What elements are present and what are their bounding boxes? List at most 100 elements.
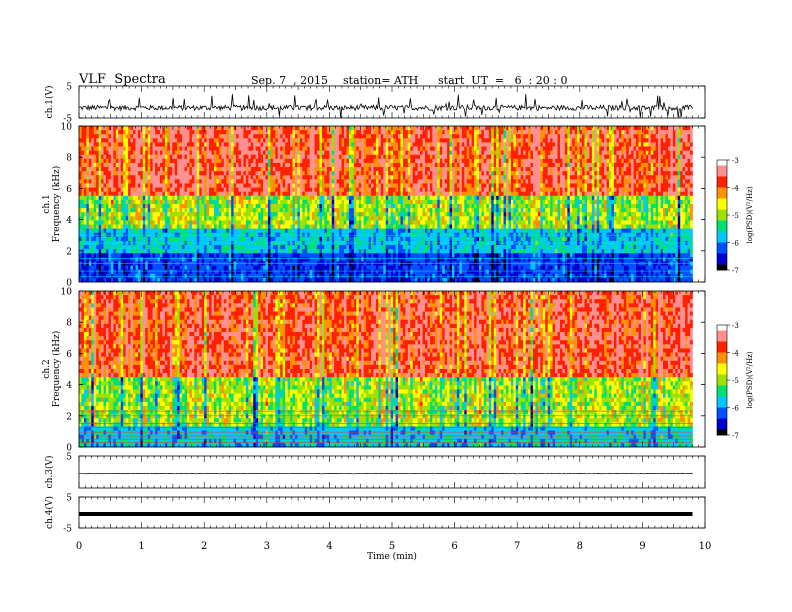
spectrogram-cell <box>591 162 595 168</box>
spectrogram-cell <box>302 126 306 131</box>
spectrogram-cell <box>201 154 205 160</box>
spectrogram-cell <box>353 154 357 160</box>
spectrogram-cell <box>145 167 149 172</box>
spectrogram-cell <box>449 183 453 188</box>
spectrogram-cell <box>83 134 87 139</box>
spectrogram-cell <box>260 191 264 197</box>
spectrogram-cell <box>115 171 119 176</box>
spectrogram-cell <box>196 138 200 143</box>
spectrogram-cell <box>559 130 563 135</box>
spectrogram-cell <box>135 199 139 205</box>
spectrogram-cell <box>628 150 632 156</box>
spectrogram-cell <box>402 175 406 180</box>
spectrogram-cell <box>579 162 583 168</box>
spectrogram-cell <box>272 142 276 147</box>
spectrogram-cell <box>464 130 468 135</box>
spectrogram-cell <box>380 150 384 156</box>
spectrogram-cell <box>373 130 377 135</box>
spectrogram-cell <box>665 171 669 176</box>
spectrogram-cell <box>532 146 536 151</box>
spectrogram-cell <box>191 134 195 139</box>
spectrogram-cell <box>437 162 441 168</box>
spectrogram-cell <box>142 191 146 197</box>
spectrogram-cell <box>285 126 288 131</box>
spectrogram-cell <box>400 138 404 143</box>
spectrogram-cell <box>321 179 325 184</box>
spectrogram-cell <box>505 183 509 188</box>
spectrogram-cell <box>375 130 379 135</box>
y-tick-label: -5 <box>63 115 72 125</box>
spectrogram-cell <box>555 179 558 184</box>
spectrogram-cell <box>658 150 661 156</box>
spectrogram-cell <box>361 191 364 197</box>
spectrogram-cell <box>263 187 266 192</box>
spectrogram-cell <box>645 130 649 135</box>
spectrogram-cell <box>297 130 301 135</box>
spectrogram-cell <box>358 179 362 184</box>
spectrogram-cell <box>125 154 129 160</box>
spectrogram-cell <box>304 183 308 188</box>
spectrogram-cell <box>93 150 97 156</box>
spectrogram-cell <box>294 142 298 147</box>
spectrogram-cell <box>604 175 607 180</box>
spectrogram-cell <box>103 138 107 143</box>
spectrogram-cell <box>378 179 382 184</box>
spectrogram-cell <box>113 175 117 180</box>
spectrogram-cell <box>616 175 620 180</box>
spectrogram-cell <box>88 126 92 131</box>
spectrogram-cell <box>209 171 212 176</box>
spectrogram-cell <box>648 171 652 176</box>
spectrogram-cell <box>226 130 229 135</box>
spectrogram-cell <box>498 142 502 147</box>
spectrogram-cell <box>508 195 512 201</box>
spectrogram-cell <box>221 130 225 135</box>
spectrogram-cell <box>542 126 546 131</box>
spectrogram-cell <box>452 187 455 192</box>
spectrogram-cell <box>515 167 519 172</box>
spectrogram-cell <box>437 199 441 205</box>
spectrogram-cell <box>626 134 629 139</box>
spectrogram-cell <box>98 154 102 160</box>
spectrogram-cell <box>452 162 455 168</box>
spectrogram-cell <box>353 150 357 156</box>
spectrogram-cell <box>672 130 676 135</box>
spectrogram-cell <box>231 199 234 205</box>
spectrogram-cell <box>147 179 151 184</box>
spectrogram-cell <box>368 130 372 135</box>
spectrogram-cell <box>574 154 578 160</box>
spectrogram-cell <box>562 154 566 160</box>
spectrogram-cell <box>130 142 134 147</box>
spectrogram-cell <box>243 154 247 160</box>
spectrogram-cell <box>213 158 217 164</box>
spectrogram-cell <box>213 179 217 184</box>
spectrogram-cell <box>685 142 688 147</box>
spectrogram-cell <box>383 158 387 164</box>
spectrogram-cell <box>132 175 136 180</box>
spectrogram-cell <box>245 134 249 139</box>
spectrogram-cell <box>260 134 264 139</box>
spectrogram-cell <box>437 175 441 180</box>
spectrogram-cell <box>194 175 198 180</box>
spectrogram-cell <box>535 167 539 172</box>
spectrogram-cell <box>577 187 580 192</box>
spectrogram-cell <box>123 146 126 151</box>
spectrogram-cell <box>469 142 472 147</box>
spectrogram-cell <box>130 187 134 192</box>
spectrogram-cell <box>196 158 200 164</box>
spectrogram-cell <box>454 187 458 192</box>
spectrogram-cell <box>427 126 431 131</box>
spectrogram-cell <box>410 183 414 188</box>
spectrogram-cell <box>324 195 328 201</box>
spectrogram-cell <box>356 187 360 192</box>
spectrogram-cell <box>263 179 266 184</box>
spectrogram-cell <box>348 171 352 176</box>
spectrogram-cell <box>157 175 161 180</box>
spectrogram-cell <box>243 191 247 197</box>
spectrogram-cell <box>199 199 202 205</box>
spectrogram-cell <box>555 138 558 143</box>
spectrogram-cell <box>125 134 129 139</box>
spectrogram-cell <box>491 199 495 205</box>
spectrogram-cell <box>648 187 652 192</box>
spectrogram-cell <box>123 130 126 135</box>
spectrogram-cell <box>564 134 568 139</box>
